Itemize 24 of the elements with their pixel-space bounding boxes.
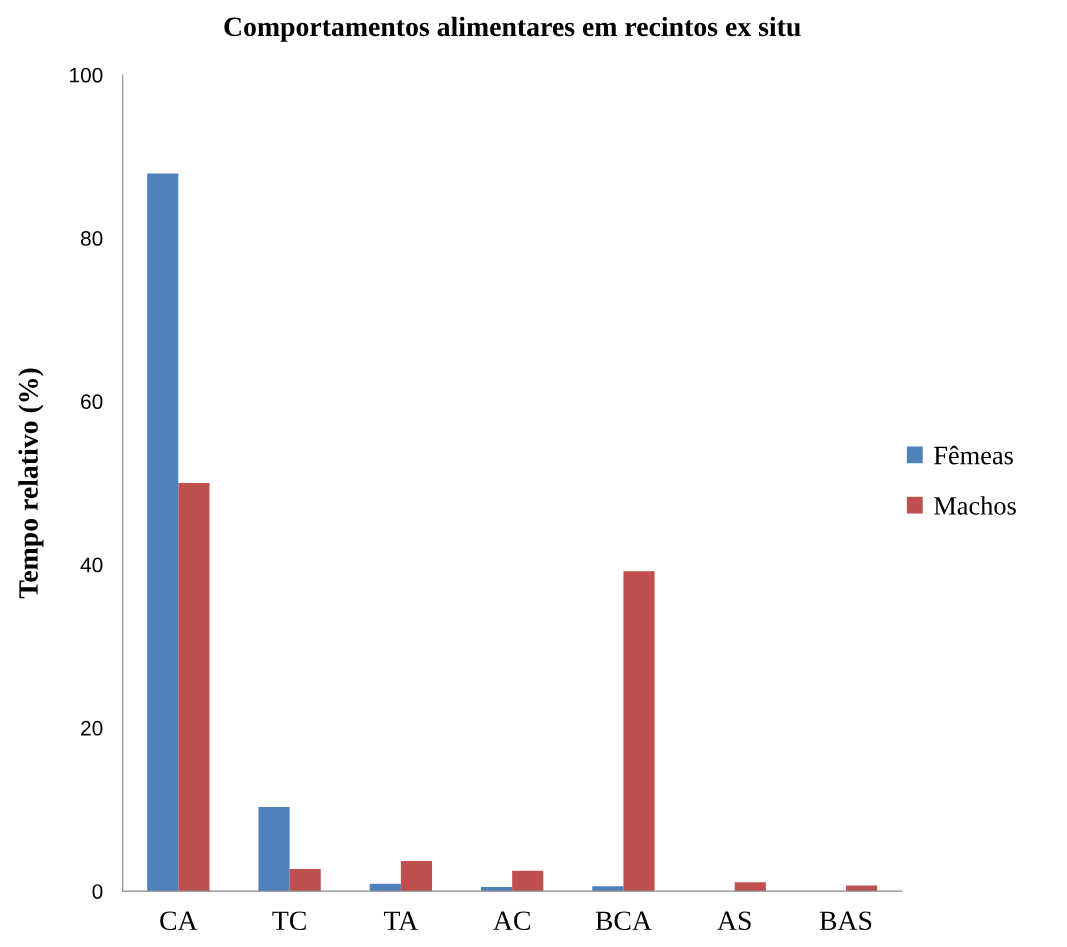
x-tick-label: BAS (819, 911, 872, 931)
x-tick-label: BCA (595, 911, 652, 931)
legend-label: Machos (934, 496, 1016, 515)
x-tick-label: TA (383, 911, 419, 930)
legend-label: Fêmeas (934, 445, 1013, 465)
bar (400, 860, 433, 892)
y-tick-label: 0 (92, 884, 103, 899)
y-tick-label: 60 (81, 394, 103, 410)
x-tick-label: AC (493, 911, 530, 931)
y-tick-label: 20 (81, 720, 103, 736)
bar (512, 870, 544, 892)
y-axis-title: Tempo relativo (%) (18, 368, 44, 599)
x-tick-label: CA (160, 911, 198, 931)
bar (623, 571, 655, 892)
y-tick-label: 80 (80, 231, 103, 246)
bar (289, 869, 321, 892)
bar (178, 482, 210, 892)
y-tick-label: 100 (70, 67, 103, 83)
x-tick-label: TC (272, 911, 306, 931)
y-tick-label: 40 (80, 557, 103, 573)
bar (147, 173, 179, 892)
bar (258, 807, 290, 892)
chart-title: Comportamentos alimentares em recintos ex situ (224, 16, 801, 42)
x-tick-label: AS (717, 911, 751, 931)
